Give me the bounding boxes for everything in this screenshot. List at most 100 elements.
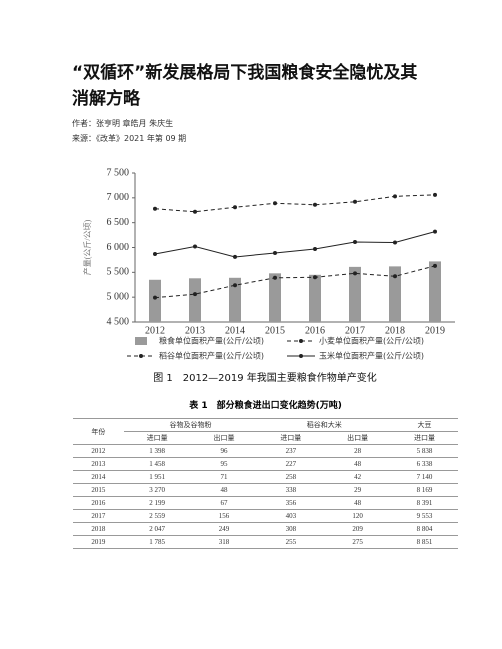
point (313, 275, 317, 280)
table-cell: 2 559 (123, 509, 191, 523)
table-cell: 2013 (73, 457, 124, 471)
table-cell: 258 (257, 470, 325, 484)
table-cell: 出口量 (324, 431, 392, 445)
table-cell: 稻谷和大米 (257, 418, 392, 432)
x-tick-label: 2016 (305, 325, 325, 336)
bar (269, 273, 281, 322)
point (233, 254, 237, 259)
point (273, 250, 277, 255)
doc-title: “双循环”新发展格局下我国粮食安全隐忧及其消解方略 (72, 63, 418, 109)
table-cell: 谷物及谷物粉 (123, 418, 258, 432)
table-cell: 年份 (73, 418, 124, 445)
x-tick-label: 2013 (185, 325, 205, 336)
point (353, 271, 357, 276)
figure-caption: 图 1 2012—2019 年我国主要粮食作物单产变化 (153, 371, 377, 384)
table-cell: 5 838 (391, 444, 458, 458)
table-cell: 338 (257, 483, 325, 497)
point (393, 274, 397, 279)
x-tick-label: 2017 (345, 325, 365, 336)
table-cell: 227 (257, 457, 325, 471)
legend-swatch (139, 354, 143, 358)
x-tick-label: 2019 (425, 325, 445, 336)
y-axis-label: 产量(公斤/公顷) (82, 219, 92, 275)
table-cell: 71 (190, 470, 258, 484)
table-cell: 96 (190, 444, 258, 458)
table-cell: 8 391 (391, 496, 458, 510)
legend-label: 玉米单位面积产量(公斤/公顷) (319, 351, 424, 361)
table-cell: 156 (190, 509, 258, 523)
table-row: 2015 3 270 48 338 29 8 169 (73, 483, 458, 497)
y-tick-label: 5 500 (107, 267, 130, 278)
table-cell: 2014 (73, 470, 124, 484)
table-cell: 356 (257, 496, 325, 510)
legend-label: 小麦单位面积产量(公斤/公顷) (319, 336, 424, 346)
bar (149, 279, 161, 322)
point (193, 209, 197, 214)
table-cell: 1 398 (123, 444, 191, 458)
table-row: 2013 1 458 95 227 48 6 338 (73, 457, 458, 471)
table-cell: 120 (324, 509, 392, 523)
point (433, 192, 437, 197)
point (393, 240, 397, 245)
legend-swatch (135, 337, 147, 345)
point (153, 295, 157, 300)
table-cell: 7 140 (391, 470, 458, 484)
table-cell: 2012 (73, 444, 124, 458)
table-cell: 403 (257, 509, 325, 523)
table-cell: 出口量 (190, 431, 258, 445)
table-cell: 29 (324, 483, 392, 497)
table-cell: 308 (257, 522, 325, 536)
table-row: 2016 2 199 67 356 48 8 391 (73, 496, 458, 510)
table-cell: 3 270 (123, 483, 191, 497)
table-cell: 2016 (73, 496, 124, 510)
x-tick-label: 2012 (145, 325, 165, 336)
bar (429, 261, 441, 322)
point (233, 283, 237, 288)
point (273, 201, 277, 206)
point (193, 292, 197, 297)
x-tick-label: 2015 (265, 325, 285, 336)
point (393, 194, 397, 199)
table-cell: 2 047 (123, 522, 191, 536)
table-cell: 8 804 (391, 522, 458, 536)
x-tick-label: 2014 (225, 325, 245, 336)
table-row: 2018 2 047 249 308 209 8 804 (73, 522, 458, 536)
bar (389, 266, 401, 322)
y-tick-label: 5 000 (107, 291, 130, 302)
point (153, 206, 157, 211)
source: 来源：《改革》2021 年第 09 期 (72, 134, 187, 143)
chart: 4 500 5 000 5 500 6 000 6 500 7 000 7 500 产量(公斤… (82, 167, 455, 384)
line (154, 265, 436, 299)
table-cell: 95 (190, 457, 258, 471)
bar (189, 278, 201, 322)
point (153, 251, 157, 256)
table-row: 年份 谷物及谷物粉 稻谷和大米 大豆 (73, 418, 458, 445)
table-cell: 进口量 (123, 431, 191, 445)
legend-swatch (299, 339, 303, 343)
point (353, 240, 357, 245)
table-cell: 大豆 (391, 418, 458, 432)
y-tick-label: 7 000 (107, 192, 130, 203)
table-row: 2014 1 951 71 258 42 7 140 (73, 470, 458, 484)
y-tick-label: 4 500 (107, 316, 130, 327)
table-title: 表 1 部分粮食进出口变化趋势(万吨) (189, 401, 342, 411)
point (433, 263, 437, 268)
table-cell: 6 338 (391, 457, 458, 471)
table-cell: 42 (324, 470, 392, 484)
legend-label: 稻谷单位面积产量(公斤/公顷) (159, 351, 264, 361)
table-cell: 2 199 (123, 496, 191, 510)
line (154, 194, 436, 213)
table-cell: 209 (324, 522, 392, 536)
y-tick-label: 6 500 (107, 217, 130, 228)
authors: 作者：张亨明 章皓月 朱庆生 (72, 119, 174, 128)
table-cell: 8 169 (391, 483, 458, 497)
table-cell: 1 785 (123, 535, 191, 549)
table-row: 2019 1 785 318 255 275 8 851 (73, 535, 458, 549)
bar (229, 277, 241, 322)
table-cell: 28 (324, 444, 392, 458)
point (193, 244, 197, 249)
y-tick-label: 6 000 (107, 242, 130, 253)
table-cell: 2019 (73, 535, 124, 549)
table-cell: 9 553 (391, 509, 458, 523)
table-row: 2012 1 398 96 237 28 5 838 (73, 444, 458, 458)
